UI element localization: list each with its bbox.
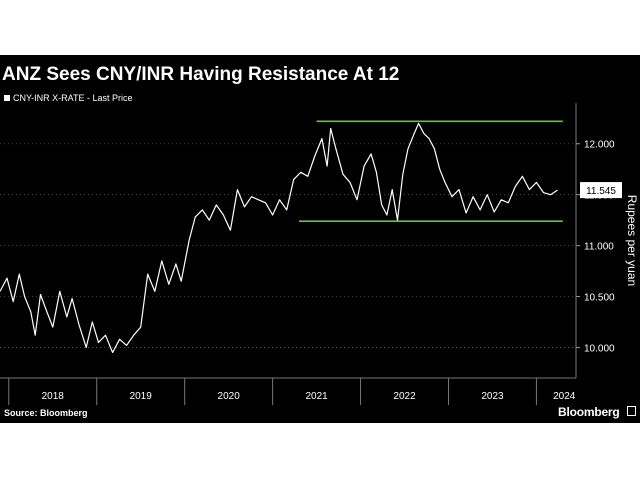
last-price-marker: 11.545 bbox=[580, 182, 622, 199]
series-line bbox=[0, 122, 558, 354]
x-tick-label: 2022 bbox=[393, 391, 416, 402]
series-layer bbox=[0, 122, 558, 354]
y-tick-label: 11.000 bbox=[584, 242, 614, 253]
last-price-label: 11.545 bbox=[586, 186, 616, 197]
legend-label: CNY-INR X-RATE - Last Price bbox=[13, 93, 133, 103]
y-grid bbox=[0, 143, 576, 348]
brand-logo: Bloomberg bbox=[558, 405, 620, 419]
y-tick-label: 10.500 bbox=[584, 293, 615, 304]
x-axis: 2018 2019 2020 2021 2022 2023 2024 bbox=[8, 378, 576, 405]
brand-box-icon bbox=[627, 406, 636, 416]
x-tick-label: 2024 bbox=[553, 391, 576, 402]
chart-legend: CNY-INR X-RATE - Last Price bbox=[4, 93, 133, 103]
x-tick-label: 2018 bbox=[42, 391, 65, 402]
y-tick-label: 10.000 bbox=[584, 343, 615, 354]
source-note: Source: Bloomberg bbox=[4, 408, 88, 418]
y-axis-label: Rupees per yuan bbox=[625, 195, 639, 286]
x-tick-label: 2021 bbox=[305, 391, 328, 402]
chart-panel bbox=[0, 55, 640, 423]
x-tick-label: 2023 bbox=[481, 391, 504, 402]
y-tick-label: 12.000 bbox=[584, 140, 615, 151]
x-tick-label: 2019 bbox=[130, 391, 153, 402]
plot-frame bbox=[0, 103, 577, 379]
resistance-lines bbox=[298, 120, 563, 222]
chart-title: ANZ Sees CNY/INR Having Resistance At 12 bbox=[2, 64, 400, 85]
x-tick-label: 2020 bbox=[218, 391, 241, 402]
legend-swatch bbox=[4, 95, 10, 101]
last-price-box bbox=[580, 182, 622, 199]
